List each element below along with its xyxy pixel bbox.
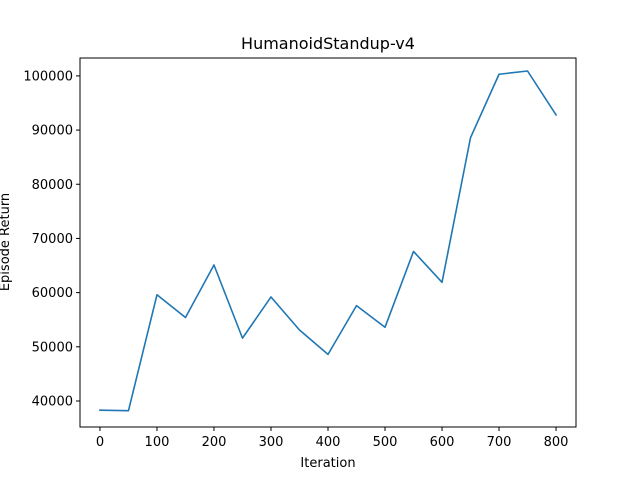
y-tick-label: 50000: [32, 340, 73, 355]
x-tick-label: 700: [487, 435, 512, 450]
x-tick-label: 200: [202, 435, 227, 450]
y-tick-label: 80000: [32, 178, 73, 193]
series-layer: [99, 70, 558, 412]
x-tick-label: 400: [316, 435, 341, 450]
x-tick-label: 600: [430, 435, 455, 450]
x-tick-label: 100: [145, 435, 170, 450]
chart-title: HumanoidStandup-v4: [241, 34, 415, 53]
axis-ticks: 0 100 200 300 400 500 600 700 800 40000 50000 60000…: [23, 69, 568, 450]
series-line: [99, 70, 558, 412]
y-tick-label: 60000: [32, 286, 73, 301]
y-tick-label: 40000: [32, 394, 73, 409]
y-tick-label: 70000: [32, 232, 73, 247]
x-tick-label: 300: [259, 435, 284, 450]
y-tick-label: 100000: [23, 69, 73, 84]
plot-area-frame: [79, 57, 577, 428]
x-tick-label: 0: [96, 435, 104, 450]
x-tick-label: 500: [373, 435, 398, 450]
y-tick-label: 90000: [32, 124, 73, 139]
x-tick-label: 800: [544, 435, 569, 450]
x-axis-label: Iteration: [300, 456, 355, 471]
y-axis-label: Episode Return: [0, 193, 13, 291]
